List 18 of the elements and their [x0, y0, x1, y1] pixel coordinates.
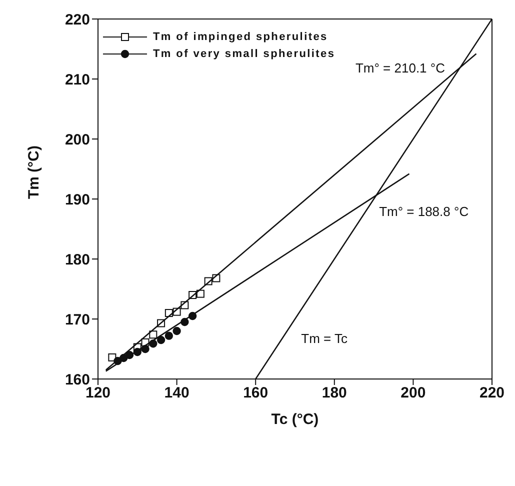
annotation: Tm° = 188.8 °C [379, 204, 469, 220]
x-tick-label: 220 [479, 384, 505, 402]
y-tick-label: 210 [64, 71, 90, 88]
annotation: Tm = Tc [301, 331, 348, 346]
y-axis-title: Tm (°C) [25, 146, 42, 199]
x-axis-title: Tc (°C) [271, 411, 319, 428]
x-tick-label: 160 [243, 384, 268, 402]
annotation: Tm° = 210.1 °C [355, 60, 445, 76]
y-tick-label: 200 [64, 131, 90, 148]
y-tick-label: 170 [64, 311, 90, 328]
legend-label: Tm of very small spherulites [153, 48, 336, 60]
x-tick-label: 140 [164, 384, 190, 402]
y-tick-label: 190 [64, 191, 90, 208]
y-tick-label: 220 [64, 11, 90, 28]
x-tick-label: 200 [400, 384, 426, 402]
y-tick-label: 180 [64, 251, 90, 268]
legend-label: Tm of impinged spherulites [153, 30, 328, 42]
x-tick-label: 180 [322, 384, 347, 402]
